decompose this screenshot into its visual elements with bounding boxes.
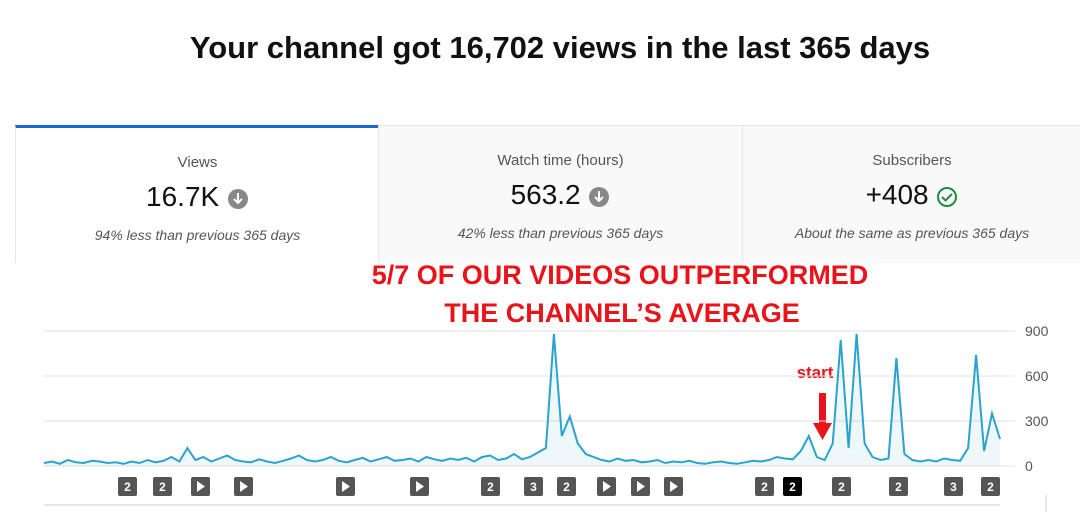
video-marker[interactable] <box>191 477 210 496</box>
video-marker[interactable] <box>234 477 253 496</box>
play-icon <box>240 481 248 492</box>
annotation: 5/7 OF OUR VIDEOS OUTPERFORMED <box>372 260 869 290</box>
marker-box <box>524 477 543 496</box>
marker-label: 2 <box>987 480 994 494</box>
marker-box <box>783 477 802 496</box>
video-marker[interactable]: 2 <box>783 477 802 496</box>
y-tick-label: 0 <box>1025 458 1033 474</box>
marker-box <box>557 477 576 496</box>
metric-note: 42% less than previous 365 days <box>457 225 664 241</box>
marker-label: 2 <box>895 480 902 494</box>
marker-label: 2 <box>487 480 494 494</box>
metric-card[interactable]: Views 16.7K 94% less than previous 365 da… <box>15 125 379 263</box>
line <box>43 333 1001 465</box>
video-marker[interactable]: 2 <box>889 477 908 496</box>
marker-box <box>118 477 137 496</box>
metric-card[interactable]: Watch time (hours) 563.2 42% less than pr… <box>378 125 742 263</box>
metric-label: Subscribers <box>872 152 952 169</box>
metric-label: Views <box>177 154 218 171</box>
page-title: Your channel got 16,702 views in the las… <box>189 30 931 65</box>
video-marker[interactable]: 3 <box>524 477 543 496</box>
marker-box <box>481 477 500 496</box>
play-icon <box>197 481 205 492</box>
marker-box <box>889 477 908 496</box>
metric-card[interactable]: Subscribers +408 About the same as previo… <box>742 125 1080 263</box>
play-icon <box>670 481 678 492</box>
metric-value: +408 <box>743 179 1080 211</box>
down-icon <box>589 186 610 207</box>
video-marker[interactable] <box>664 477 683 496</box>
play-icon <box>603 481 611 492</box>
marker-label: 2 <box>159 480 166 494</box>
video-marker[interactable]: 2 <box>153 477 172 496</box>
video-marker[interactable]: 2 <box>981 477 1000 496</box>
marker-label: 2 <box>124 480 131 494</box>
video-marker[interactable]: 2 <box>118 477 137 496</box>
video-marker[interactable]: 2 <box>557 477 576 496</box>
play-icon <box>416 481 424 492</box>
value: +408 <box>865 179 929 210</box>
video-marker[interactable] <box>631 477 650 496</box>
marker-label: 2 <box>563 480 570 494</box>
metric-label: Watch time (hours) <box>497 152 624 169</box>
video-marker[interactable] <box>597 477 616 496</box>
check-icon <box>937 186 958 207</box>
play-icon <box>342 481 350 492</box>
annotation: THE CHANNEL’S AVERAGE <box>444 298 800 328</box>
marker-box <box>944 477 963 496</box>
value: 563.2 <box>510 179 581 210</box>
metric-note: About the same as previous 365 days <box>794 225 1030 241</box>
play-icon <box>637 481 645 492</box>
marker-label: 3 <box>950 480 957 494</box>
video-marker[interactable]: 2 <box>832 477 851 496</box>
video-marker[interactable] <box>336 477 355 496</box>
metric-value: 563.2 <box>379 179 742 211</box>
marker-label: 3 <box>530 480 537 494</box>
down-icon <box>227 188 248 209</box>
marker-box <box>755 477 774 496</box>
video-marker[interactable]: 2 <box>755 477 774 496</box>
marker-label: 2 <box>789 480 796 494</box>
metric-note: 94% less than previous 365 days <box>94 227 301 243</box>
marker-label: 2 <box>761 480 768 494</box>
video-marker[interactable] <box>410 477 429 496</box>
video-marker[interactable]: 2 <box>481 477 500 496</box>
start-label: start <box>797 363 834 382</box>
y-tick-label: 300 <box>1025 413 1049 429</box>
value: 16.7K <box>146 181 220 212</box>
marker-box <box>153 477 172 496</box>
y-tick-label: 900 <box>1025 323 1049 339</box>
y-tick-label: 600 <box>1025 368 1049 384</box>
marker-box <box>832 477 851 496</box>
video-marker[interactable]: 3 <box>944 477 963 496</box>
marker-label: 2 <box>838 480 845 494</box>
marker-box <box>981 477 1000 496</box>
metric-value: 16.7K <box>16 181 379 213</box>
arrow <box>813 393 832 440</box>
